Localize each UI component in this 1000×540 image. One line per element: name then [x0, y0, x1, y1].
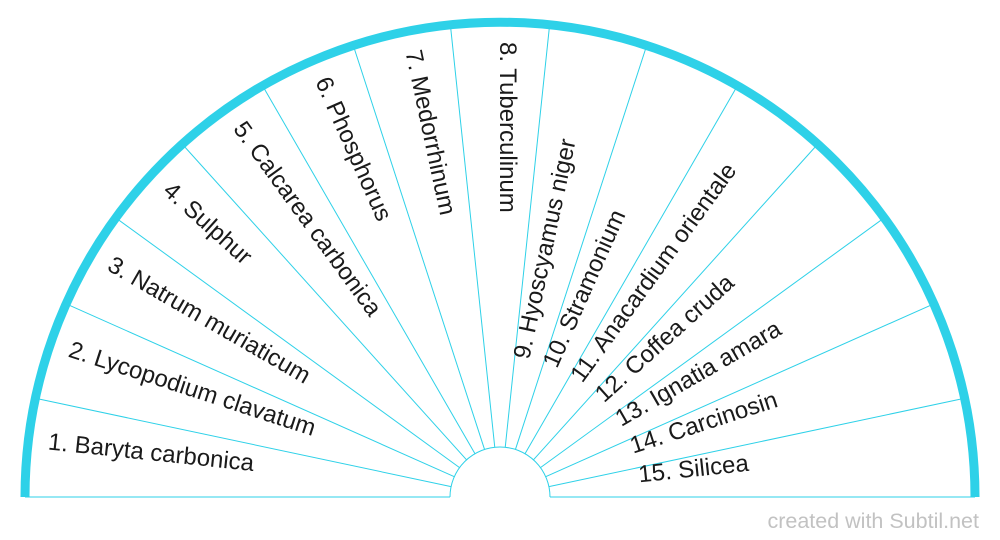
- svg-text:15. Silicea: 15. Silicea: [637, 450, 751, 488]
- svg-text:created with Subtil.net: created with Subtil.net: [767, 509, 979, 533]
- svg-text:7. Medorrhinum: 7. Medorrhinum: [400, 48, 461, 218]
- svg-text:8. Tuberculinum: 8. Tuberculinum: [494, 42, 521, 213]
- svg-text:4. Sulphur: 4. Sulphur: [158, 177, 257, 270]
- svg-text:6. Phosphorus: 6. Phosphorus: [309, 73, 397, 225]
- svg-text:1. Baryta carbonica: 1. Baryta carbonica: [47, 429, 256, 478]
